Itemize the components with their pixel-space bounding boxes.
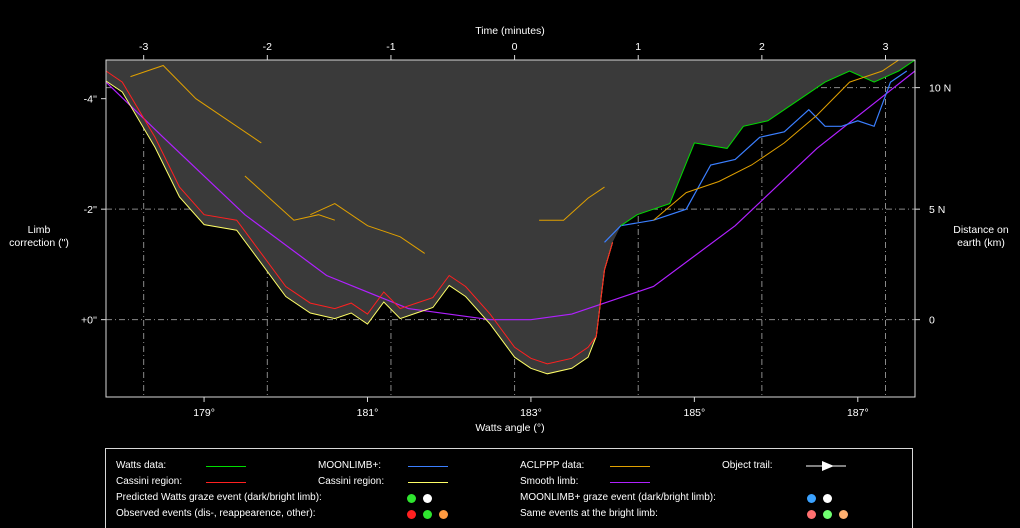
- left-axis-title-text: Limb correction ("): [9, 224, 69, 249]
- legend-predicted-graze-label: Predicted Watts graze event (dark/bright…: [116, 492, 322, 503]
- x-tick-label: 181°: [357, 407, 379, 419]
- left-tick-label: -2'': [84, 204, 97, 216]
- aclppp-segment: [539, 186, 605, 221]
- legend-watts-label: Watts data:: [116, 460, 167, 471]
- x-tick-label: 183°: [520, 407, 542, 419]
- legend-aclppp-label: ACLPPP data:: [520, 460, 585, 471]
- other-event-dot-icon: [439, 510, 448, 519]
- legend-watts-swatch: [206, 466, 246, 467]
- bright-disappearance-dot-icon: [807, 510, 816, 519]
- x-tick-label: 185°: [684, 407, 706, 419]
- bright-reappearance-dot-icon: [823, 510, 832, 519]
- top-axis-title: Time (minutes): [475, 25, 545, 37]
- legend-cassini-label-2: Cassini region:: [318, 476, 385, 487]
- aclppp-segment: [244, 175, 335, 221]
- top-tick-label: 1: [635, 41, 641, 53]
- cassini-region-yellow-line: [105, 80, 614, 375]
- moonlimb-dark-dot-icon: [807, 494, 816, 503]
- legend-cassini-label-1: Cassini region:: [116, 476, 183, 487]
- top-tick-label: 2: [759, 41, 765, 53]
- data-series: [105, 59, 916, 375]
- object-trail-icon: [806, 461, 846, 471]
- x-tick-label: 179°: [193, 407, 215, 419]
- top-tick-label: 0: [512, 41, 518, 53]
- left-axis-title: Limb correction ("): [8, 224, 70, 250]
- dark-limb-dot-icon: [407, 494, 416, 503]
- right-tick-label: 10 N: [929, 83, 951, 95]
- legend-aclppp-swatch: [610, 466, 650, 467]
- legend-bright-events-label: Same events at the bright limb:: [520, 508, 658, 519]
- smooth-limb-line: [105, 70, 916, 321]
- disappearance-dot-icon: [407, 510, 416, 519]
- moonlimb-bright-dot-icon: [823, 494, 832, 503]
- left-tick-label: -4'': [84, 94, 97, 106]
- top-tick-label: 3: [883, 41, 889, 53]
- legend-smooth-label: Smooth limb:: [520, 476, 579, 487]
- bright-other-dot-icon: [839, 510, 848, 519]
- graze-profile-chart: 179° 181° 183° 185° 187° -3 -2 -1 0 1 2 3 -4'' -2'' +0…: [81, 41, 951, 419]
- moonlimb-line: [604, 70, 908, 243]
- bright-limb-dot-icon: [423, 494, 432, 503]
- right-axis-title: Distance on earth (km): [950, 224, 1012, 250]
- legend-smooth-swatch: [610, 482, 650, 483]
- top-tick-label: -3: [139, 41, 148, 53]
- aclppp-segment: [130, 64, 262, 144]
- reappearance-dot-icon: [423, 510, 432, 519]
- axis-ticks: 179° 181° 183° 185° 187° -3 -2 -1 0 1 2 3 -4'' -2'' +0…: [81, 41, 951, 419]
- x-tick-label: 187°: [847, 407, 869, 419]
- limb-profile-fill: [106, 60, 915, 374]
- right-axis-title-text: Distance on earth (km): [953, 224, 1009, 249]
- legend-moonlimb-graze-label: MOONLIMB+ graze event (dark/bright limb)…: [520, 492, 716, 503]
- legend-moonlimb-swatch: [408, 466, 448, 467]
- aclppp-segment: [310, 203, 425, 254]
- cassini-region-red-line: [105, 70, 614, 365]
- right-tick-label: 0: [929, 315, 935, 327]
- legend-cassini-swatch-1: [206, 482, 246, 483]
- x-axis-title: Watts angle (°): [475, 422, 545, 434]
- top-tick-label: -1: [386, 41, 395, 53]
- left-tick-label: +0'': [81, 315, 97, 327]
- legend: Watts data: Cassini region: MOONLIMB+: C…: [105, 448, 913, 528]
- top-tick-label: -2: [263, 41, 272, 53]
- legend-cassini-swatch-2: [408, 482, 448, 483]
- legend-trail-label: Object trail:: [722, 460, 773, 471]
- aclppp-segment: [653, 59, 899, 221]
- legend-moonlimb-label: MOONLIMB+:: [318, 460, 382, 471]
- plot-frame: [105, 59, 916, 398]
- right-tick-label: 5 N: [929, 204, 945, 216]
- watts-data-line: [620, 59, 916, 227]
- legend-observed-label: Observed events (dis-, reappearence, oth…: [116, 508, 316, 519]
